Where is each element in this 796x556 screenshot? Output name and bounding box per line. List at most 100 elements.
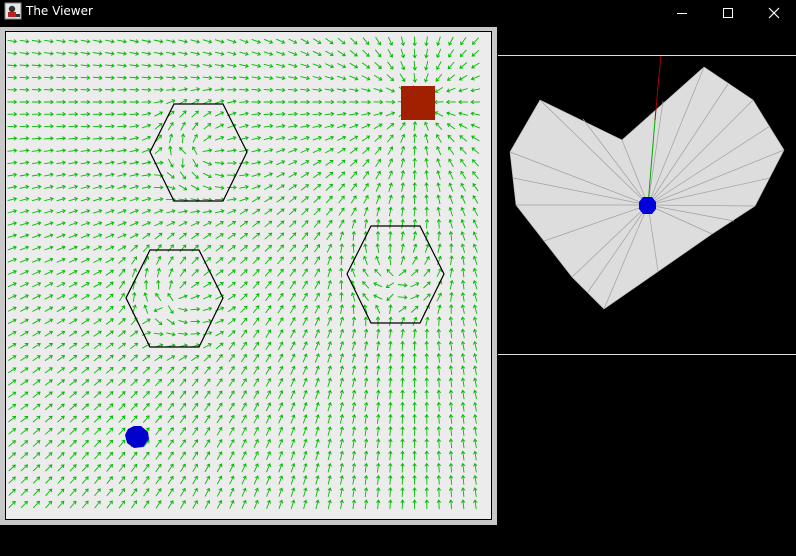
field-arrow (56, 355, 66, 362)
field-arrow (388, 230, 393, 241)
field-arrow (288, 172, 298, 178)
field-arrow (19, 282, 30, 288)
field-arrow (19, 233, 30, 239)
field-arrow (19, 221, 30, 226)
field-arrow (19, 294, 29, 300)
field-arrow (118, 366, 126, 374)
field-arrow (352, 328, 357, 339)
field-arrow (19, 160, 30, 165)
field-arrow (424, 413, 429, 424)
field-arrow (56, 148, 67, 153)
field-arrow (388, 413, 393, 424)
field-arrow (227, 148, 237, 153)
field-arrow (253, 463, 259, 473)
field-arrow (473, 462, 478, 473)
field-arrow (436, 340, 441, 351)
field-arrow (253, 438, 259, 448)
field-arrow (117, 245, 127, 251)
field-arrow (118, 500, 125, 509)
field-arrow (339, 279, 344, 290)
field-arrow (153, 87, 164, 93)
field-arrow (141, 196, 152, 202)
field-arrow (266, 463, 272, 473)
field-arrow (290, 353, 296, 363)
field-arrow (300, 87, 311, 93)
field-arrow (80, 51, 91, 56)
field-arrow (56, 318, 66, 325)
viewer-top-rule (498, 55, 796, 56)
field-arrow (190, 63, 201, 68)
field-arrow (349, 159, 358, 167)
field-arrow (239, 87, 250, 93)
field-arrow (214, 39, 225, 44)
field-arrow (251, 148, 262, 153)
field-arrow (20, 488, 28, 496)
field-arrow (190, 331, 201, 336)
field-arrow (301, 268, 308, 277)
field-arrow (8, 488, 16, 496)
field-arrow (276, 38, 286, 44)
close-button[interactable] (751, 0, 796, 25)
agent-marker[interactable] (125, 426, 149, 448)
field-arrow (31, 136, 42, 141)
field-arrow (351, 426, 357, 436)
field-arrow (92, 196, 103, 202)
field-arrow (424, 352, 429, 363)
field-arrow (424, 60, 429, 71)
field-arrow (57, 391, 65, 398)
field-arrow (32, 367, 41, 374)
maximize-button[interactable] (705, 0, 751, 25)
field-arrow (92, 136, 103, 141)
field-arrow (130, 378, 138, 387)
field-arrow (364, 340, 369, 351)
field-arrow (80, 63, 91, 68)
field-arrow (276, 244, 285, 253)
field-arrow (105, 136, 115, 141)
field-arrow (337, 50, 346, 57)
field-arrow (166, 39, 176, 44)
field-arrow (68, 75, 79, 80)
field-arrow (436, 206, 441, 217)
field-arrow (93, 366, 102, 374)
field-arrow (216, 463, 223, 473)
field-arrow (336, 111, 347, 117)
field-arrow (251, 160, 262, 165)
field-arrow (387, 255, 393, 266)
field-arrow (144, 267, 149, 278)
field-arrow (436, 462, 442, 473)
field-arrow (166, 87, 176, 92)
field-arrow (227, 245, 236, 252)
field-arrow (142, 390, 150, 399)
field-arrow (363, 401, 369, 412)
field-arrow (129, 172, 140, 177)
field-arrow (424, 169, 429, 180)
field-arrow (315, 389, 320, 400)
field-arrow (216, 451, 223, 460)
field-arrow (448, 170, 454, 180)
field-arrow (400, 438, 405, 449)
field-arrow (7, 172, 18, 178)
field-arrow (93, 330, 102, 337)
field-arrow (375, 36, 381, 46)
field-arrow (470, 99, 481, 105)
minimize-button[interactable] (659, 0, 705, 25)
field-arrow (227, 233, 236, 240)
field-arrow (8, 391, 17, 398)
field-arrow (349, 75, 359, 81)
field-arrow (92, 99, 103, 105)
field-arrow (118, 427, 126, 436)
field-arrow (214, 209, 225, 214)
field-arrow (387, 134, 394, 143)
field-arrow (458, 99, 468, 105)
field-arrow (190, 184, 200, 191)
field-arrow (339, 414, 345, 424)
field-arrow (388, 218, 393, 229)
field-arrow (473, 475, 478, 485)
field-arrow (277, 280, 284, 289)
field-arrow (241, 487, 247, 497)
field-arrow (19, 257, 30, 263)
field-arrow (460, 365, 466, 375)
field-arrow (460, 182, 466, 192)
field-arrow (473, 499, 478, 510)
field-arrow (277, 292, 284, 302)
